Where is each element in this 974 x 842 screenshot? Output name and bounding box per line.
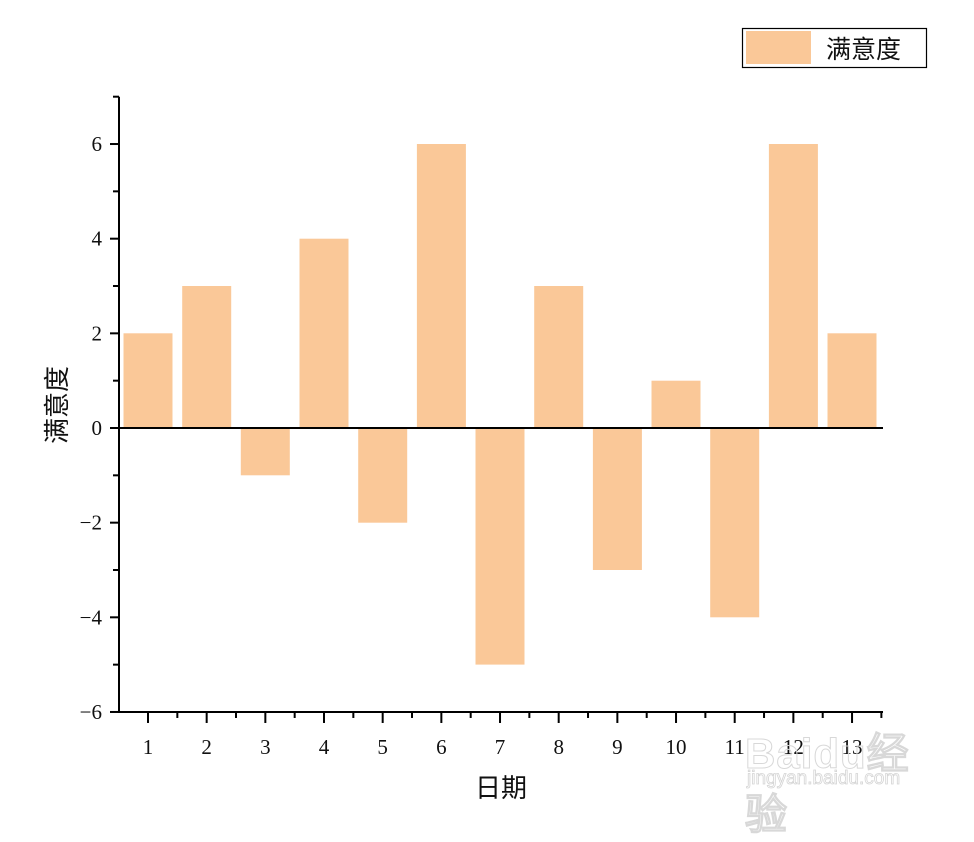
bar bbox=[416, 144, 466, 428]
x-axis-ticks: 1 2 3 4 5 6 7 8 9 10 11 12 13 bbox=[143, 711, 883, 759]
y-axis-ticks: −6 −4 −2 0 2 4 6 bbox=[80, 95, 119, 724]
y-tick-label: −2 bbox=[80, 511, 102, 535]
x-tick-label: 2 bbox=[201, 735, 212, 759]
bars-group bbox=[123, 144, 877, 665]
bar bbox=[123, 333, 173, 428]
y-axis-title: 满意度 bbox=[43, 366, 73, 444]
x-tick-label: 11 bbox=[725, 735, 745, 759]
x-tick-label: 10 bbox=[666, 735, 687, 759]
bar bbox=[475, 428, 525, 665]
bar bbox=[240, 428, 290, 476]
y-tick-label: −4 bbox=[80, 605, 103, 629]
bar bbox=[651, 380, 701, 428]
y-tick-label: 4 bbox=[92, 227, 103, 251]
bar bbox=[592, 428, 642, 570]
x-tick-label: 7 bbox=[495, 735, 506, 759]
x-tick-label: 5 bbox=[377, 735, 388, 759]
x-tick-label: 8 bbox=[553, 735, 564, 759]
bar bbox=[182, 286, 232, 428]
x-tick-label: 13 bbox=[842, 735, 863, 759]
x-tick-label: 12 bbox=[783, 735, 804, 759]
x-axis-title: 日期 bbox=[475, 774, 527, 804]
y-tick-label: −6 bbox=[80, 700, 102, 724]
legend-label: 满意度 bbox=[826, 35, 901, 64]
bar bbox=[710, 428, 760, 618]
y-tick-label: 6 bbox=[92, 132, 103, 156]
bar bbox=[534, 286, 584, 428]
legend: 满意度 bbox=[741, 27, 928, 69]
bar bbox=[768, 144, 818, 428]
x-tick-label: 9 bbox=[612, 735, 623, 759]
bar bbox=[827, 333, 877, 428]
bar bbox=[299, 238, 349, 428]
x-tick-label: 6 bbox=[436, 735, 447, 759]
y-tick-label: 2 bbox=[92, 321, 103, 345]
x-tick-label: 3 bbox=[260, 735, 271, 759]
bar bbox=[358, 428, 408, 523]
x-tick-label: 1 bbox=[143, 735, 154, 759]
y-tick-label: 0 bbox=[92, 416, 103, 440]
legend-swatch bbox=[746, 31, 811, 64]
x-tick-label: 4 bbox=[319, 735, 330, 759]
